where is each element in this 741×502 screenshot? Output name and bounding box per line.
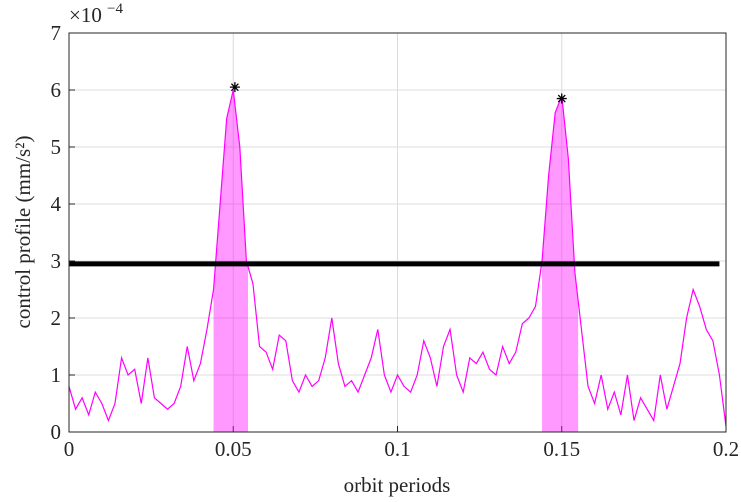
data-line [68, 89, 727, 427]
y-multiplier: ×10 [69, 3, 102, 27]
y-tick-label: 6 [51, 78, 62, 102]
x-tick-label: 0.1 [384, 437, 410, 461]
y-tick-label: 7 [51, 21, 62, 45]
x-tick-label: 0 [64, 437, 75, 461]
y-tick-label: 0 [51, 420, 62, 444]
y-tick-label: 1 [51, 363, 62, 387]
x-tick-label: 0.15 [543, 437, 580, 461]
plot-frame [68, 32, 727, 433]
x-tick-label: 0.05 [215, 437, 252, 461]
y-tick-label: 2 [51, 306, 62, 330]
shaded-region [213, 90, 249, 432]
y-tick-label: 5 [51, 135, 62, 159]
x-axis-label: orbit periods [344, 473, 451, 497]
y-axis-label: control profile (mm/s²) [11, 136, 35, 329]
x-tick-label: 0.2 [713, 437, 739, 461]
y-multiplier-exponent: −4 [107, 1, 123, 17]
peak-marker [556, 93, 567, 104]
y-tick-label: 4 [51, 192, 62, 216]
peak-marker [229, 82, 240, 93]
y-tick-label: 3 [51, 249, 62, 273]
